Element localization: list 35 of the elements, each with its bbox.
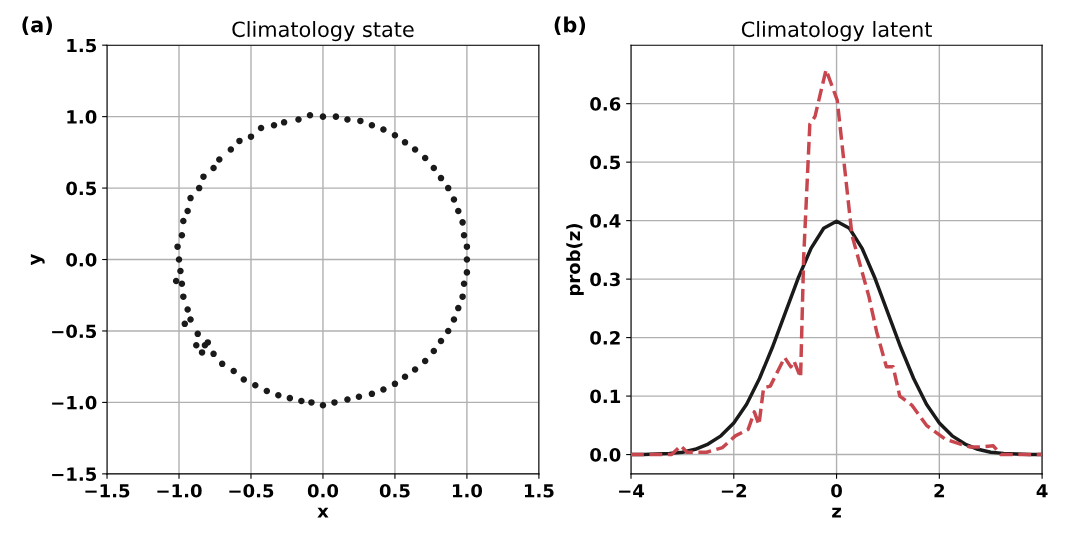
x-tick-label: −1.0 bbox=[157, 483, 202, 498]
y-tick-label: 0.5 bbox=[66, 181, 97, 196]
y-tick-label: 0.0 bbox=[66, 252, 97, 267]
y-tick-label: 0.0 bbox=[590, 448, 621, 462]
x-tick-label: 4 bbox=[1036, 484, 1048, 498]
y-tick-label: 0.4 bbox=[590, 214, 621, 228]
y-tick-label: −1.5 bbox=[52, 467, 97, 481]
y-tick-label: 0.3 bbox=[590, 272, 620, 287]
chart-title: Climatology latent bbox=[741, 21, 932, 42]
y-tick-label: 0.6 bbox=[590, 97, 621, 111]
x-axis-title: x bbox=[317, 507, 329, 518]
y-tick-label: 0.5 bbox=[590, 155, 621, 170]
x-tick-label: 1.5 bbox=[524, 484, 554, 498]
chart-title: Climatology state bbox=[232, 21, 414, 42]
y-tick-label: −1.0 bbox=[52, 395, 97, 410]
text: (b) bbox=[554, 16, 586, 36]
text: (a) bbox=[22, 16, 52, 36]
x-tick-label: 0.0 bbox=[307, 483, 339, 498]
y-axis-title: prob(z) bbox=[566, 223, 584, 296]
y-tick-label: 0.2 bbox=[590, 331, 620, 345]
x-tick-label: 1.0 bbox=[452, 483, 483, 498]
x-tick-label: −0.5 bbox=[229, 483, 274, 498]
y-tick-label: 0.1 bbox=[590, 389, 621, 404]
x-tick-label: 2 bbox=[934, 483, 945, 498]
y-axis-title: y bbox=[30, 253, 45, 266]
y-tick-label: 1.0 bbox=[67, 110, 97, 124]
x-tick-label: −2 bbox=[721, 483, 747, 498]
y-tick-label: 1.5 bbox=[67, 38, 97, 53]
line-series bbox=[631, 68, 1043, 457]
x-tick-label: −1.5 bbox=[85, 484, 130, 498]
x-axis-title: z bbox=[832, 507, 841, 518]
y-tick-label: −0.5 bbox=[52, 324, 97, 339]
x-tick-label: −4 bbox=[619, 484, 645, 498]
x-tick-label: 0.5 bbox=[379, 483, 410, 498]
x-tick-label: 0 bbox=[831, 483, 842, 498]
